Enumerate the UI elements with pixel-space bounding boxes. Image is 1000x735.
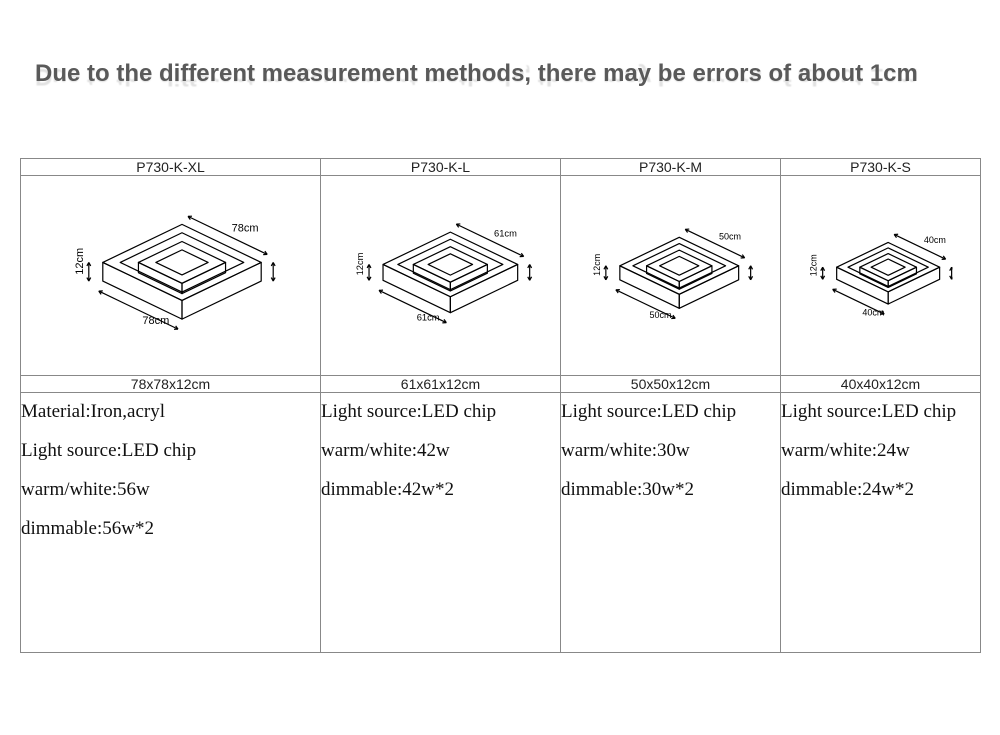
dimensions-label: 50x50x12cm <box>561 376 781 393</box>
dimensions-label: 40x40x12cm <box>781 376 981 393</box>
row-model-codes: P730-K-XLP730-K-LP730-K-MP730-K-S <box>21 159 981 176</box>
dimensions-label: 61x61x12cm <box>321 376 561 393</box>
model-code: P730-K-M <box>561 159 781 176</box>
model-code: P730-K-S <box>781 159 981 176</box>
spec-line: warm/white:56w <box>21 471 320 510</box>
svg-text:61cm: 61cm <box>494 228 517 238</box>
row-dimensions: 78x78x12cm61x61x12cm50x50x12cm40x40x12cm <box>21 376 981 393</box>
spec-line: Light source:LED chip <box>781 393 980 432</box>
spec-line: Light source:LED chip <box>321 393 560 432</box>
header-area: Due to the different measurement methods… <box>0 0 1000 128</box>
svg-text:6cm: 6cm <box>280 274 281 295</box>
spec-text: Light source:LED chipwarm/white:30wdimma… <box>561 393 781 653</box>
header-shadow: Due to the different measurement methods… <box>35 62 970 90</box>
spec-line: dimmable:24w*2 <box>781 471 980 510</box>
spec-text: Light source:LED chipwarm/white:42wdimma… <box>321 393 561 653</box>
spec-line: Light source:LED chip <box>561 393 780 432</box>
spec-text: Light source:LED chipwarm/white:24wdimma… <box>781 393 981 653</box>
dimensions-label: 78x78x12cm <box>21 376 321 393</box>
spec-line: Light source:LED chip <box>21 432 320 471</box>
svg-text:50cm: 50cm <box>649 310 671 320</box>
product-diagram: 78cm 78cm 12cm 6cm <box>21 176 321 376</box>
svg-text:78cm: 78cm <box>231 222 258 234</box>
spec-line: warm/white:24w <box>781 432 980 471</box>
model-code: P730-K-L <box>321 159 561 176</box>
product-diagram: 40cm40cm12cm6cm <box>781 176 981 376</box>
svg-text:12cm: 12cm <box>591 253 601 275</box>
spec-line: dimmable:42w*2 <box>321 471 560 510</box>
spec-line: warm/white:30w <box>561 432 780 471</box>
svg-text:12cm: 12cm <box>73 247 85 274</box>
row-diagrams: 78cm 78cm 12cm 6cm 61cm 61cm 12cm 6cm 50cm 50cm 12… <box>21 176 981 376</box>
svg-text:40cm: 40cm <box>862 307 884 317</box>
svg-text:12cm: 12cm <box>809 254 818 276</box>
spec-line: dimmable:56w*2 <box>21 510 320 549</box>
svg-text:78cm: 78cm <box>142 315 169 327</box>
spec-line: dimmable:30w*2 <box>561 471 780 510</box>
product-spec-table: P730-K-XLP730-K-LP730-K-MP730-K-S 78cm78… <box>20 158 981 653</box>
row-specs: Material:Iron,acrylLight source:LED chip… <box>21 393 981 653</box>
svg-text:40cm: 40cm <box>923 234 945 244</box>
spec-line: warm/white:42w <box>321 432 560 471</box>
product-diagram: 61cm61cm12cm6cm <box>321 176 561 376</box>
spec-line: Material:Iron,acryl <box>21 393 320 432</box>
model-code: P730-K-XL <box>21 159 321 176</box>
svg-text:61cm: 61cm <box>416 312 439 322</box>
product-diagram: 50cm50cm12cm6cm <box>561 176 781 376</box>
spec-text: Material:Iron,acrylLight source:LED chip… <box>21 393 321 653</box>
svg-text:12cm: 12cm <box>355 252 365 275</box>
svg-text:50cm: 50cm <box>718 231 740 241</box>
